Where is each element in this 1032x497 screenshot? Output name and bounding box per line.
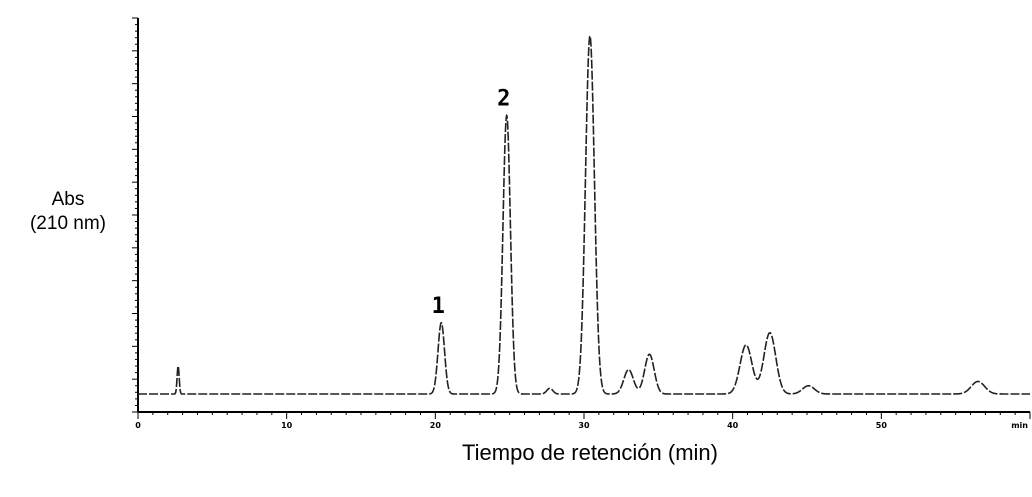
chromatogram-trace [138,34,1030,395]
x-tick-label: 0 [135,421,141,430]
ticks: 0 10 20 30 40 50 min [132,17,1031,430]
x-tick-label: 40 [727,421,739,430]
x-unit-label: min [1011,421,1028,430]
y-axis-label-line2: (210 nm) [29,213,107,234]
peak-label-2: 2 [497,86,510,111]
y-axis-label-line1: Abs [51,189,85,210]
y-axis-label: Abs (210 nm) [8,188,128,236]
x-tick-label: 50 [876,421,888,430]
x-tick-label: 10 [281,421,293,430]
peak-label-1: 1 [432,294,445,319]
x-axis-label: Tiempo de retención (min) [462,440,718,465]
x-tick-label: 30 [578,421,590,430]
labels: 12 [432,86,511,318]
x-tick-label: 20 [430,421,442,430]
trace [138,34,1030,395]
